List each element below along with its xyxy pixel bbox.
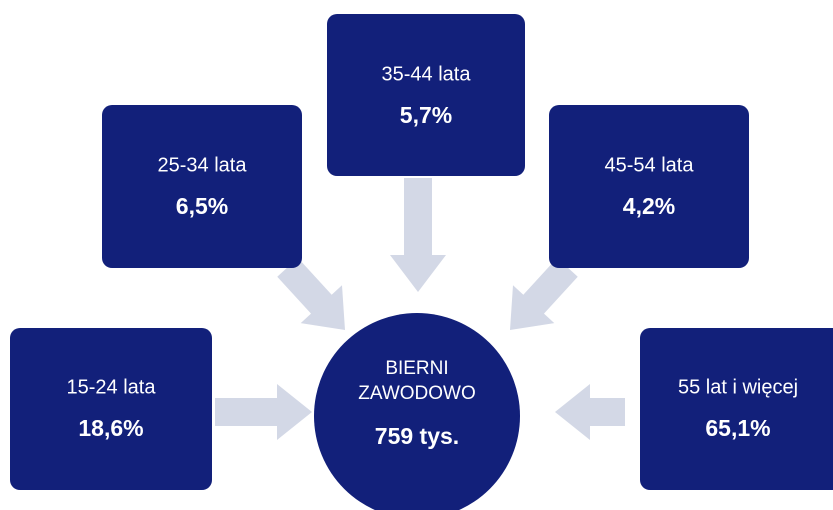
node: 25-34 lata 6,5% [102,105,302,268]
center-line: BIERNI [385,358,448,379]
node-box [327,14,525,176]
node: 45-54 lata 4,2% [549,105,749,268]
node-box [102,105,302,268]
center-line: ZAWODOWO [358,383,476,404]
node-value: 6,5% [176,193,228,219]
node-label: 55 lat i więcej [678,376,798,398]
center-value: 759 tys. [375,423,459,449]
node-value: 65,1% [705,415,770,441]
arrow [510,257,578,330]
center-circle [314,313,520,510]
node-box [10,328,212,490]
node-value: 18,6% [78,415,143,441]
node-label: 45-54 lata [605,154,695,176]
node-label: 15-24 lata [67,376,157,398]
node-label: 35-44 lata [382,63,472,85]
arrow [215,384,312,440]
node-box [549,105,749,268]
arrow [555,384,625,440]
node-label: 25-34 lata [158,154,248,176]
node-value: 5,7% [400,102,452,128]
node-box [640,328,833,490]
arrow [277,257,345,330]
arrow [390,178,446,292]
node: 35-44 lata 5,7% [327,14,525,176]
center: BIERNI ZAWODOWO 759 tys. [314,313,520,510]
arrows [215,178,625,440]
node: 15-24 lata 18,6% [10,328,212,490]
node: 55 lat i więcej 65,1% [640,328,833,490]
node-value: 4,2% [623,193,675,219]
